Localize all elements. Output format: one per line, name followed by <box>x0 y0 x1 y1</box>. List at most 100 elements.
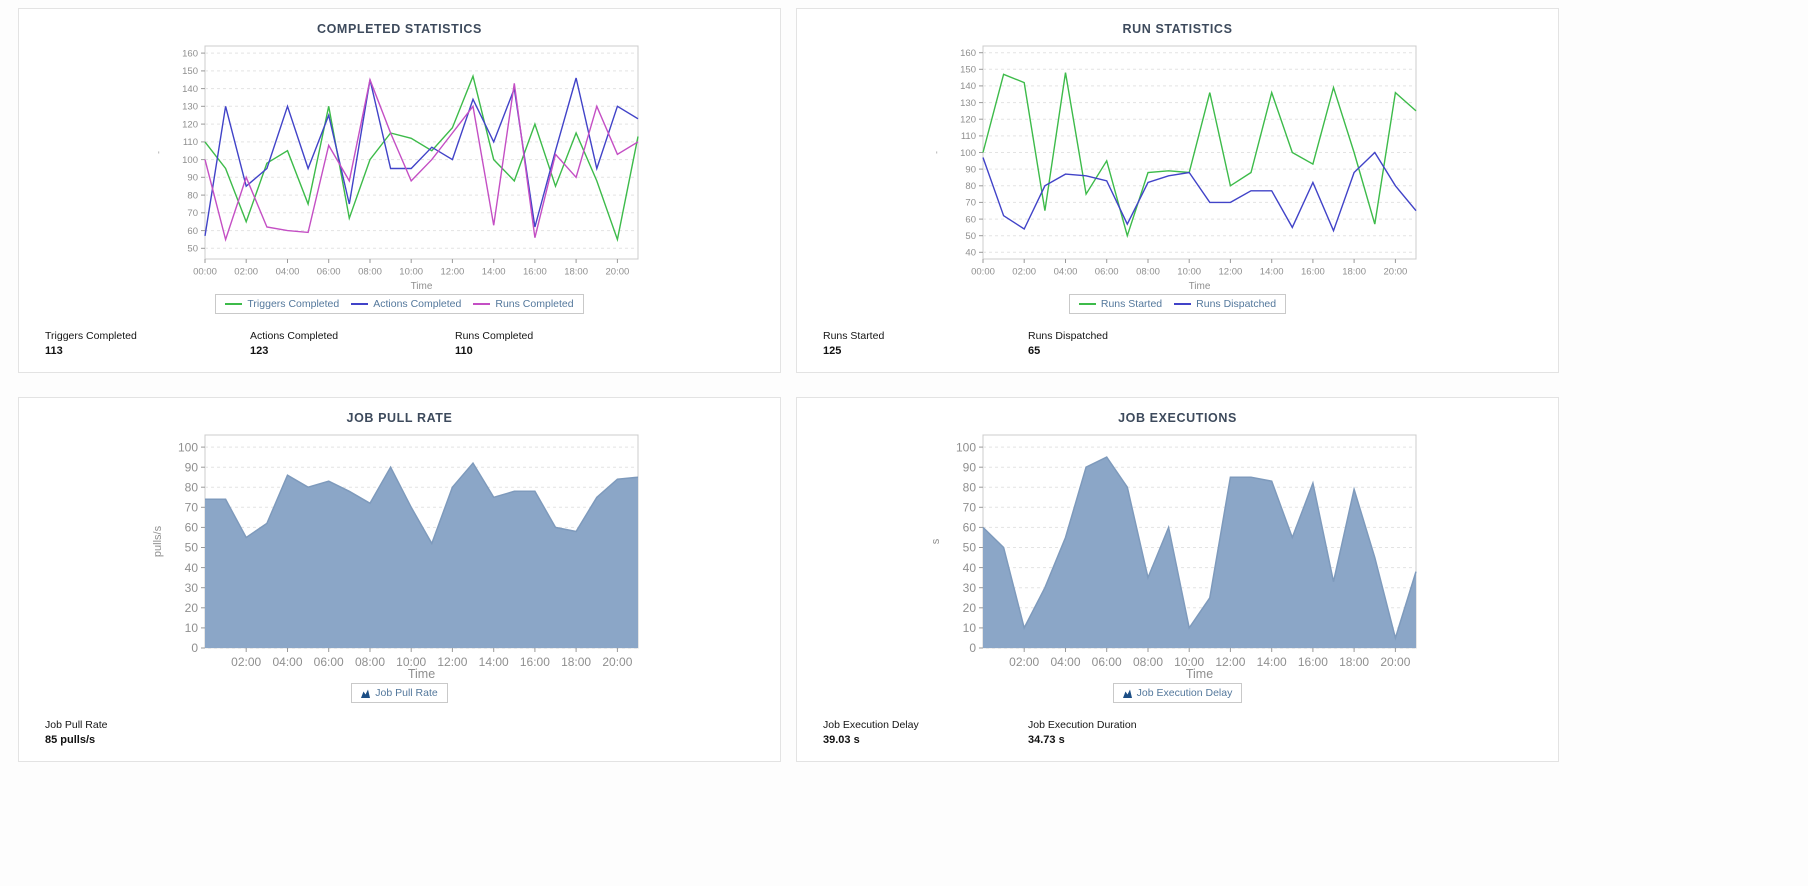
svg-text:50: 50 <box>965 231 976 242</box>
stat-runs-dispatched: Runs Dispatched 65 <box>1028 330 1233 357</box>
line-swatch-icon <box>473 303 491 305</box>
svg-text:16:00: 16:00 <box>523 267 547 278</box>
svg-text:s: s <box>930 538 942 544</box>
svg-text:50: 50 <box>185 541 199 555</box>
panel-job-executions: JOB EXECUTIONS 0 10 20 30 40 50 60 70 80 90 100 02:… <box>796 397 1559 762</box>
svg-text:02:00: 02:00 <box>231 655 261 669</box>
legend-item-runs-completed[interactable]: Runs Completed <box>473 298 574 310</box>
svg-text:20:00: 20:00 <box>1384 267 1408 278</box>
svg-text:150: 150 <box>960 65 976 76</box>
svg-text:08:00: 08:00 <box>358 267 382 278</box>
run-statistics-legend: Runs Started Runs Dispatched <box>1068 294 1287 314</box>
svg-text:-: - <box>153 151 163 154</box>
legend-item-job-execution-delay[interactable]: Job Execution Delay <box>1122 687 1232 699</box>
svg-text:Time: Time <box>1186 667 1213 681</box>
stat-value: 113 <box>45 345 63 357</box>
svg-text:04:00: 04:00 <box>1050 655 1080 669</box>
svg-text:10:00: 10:00 <box>396 655 426 669</box>
svg-text:06:00: 06:00 <box>314 655 344 669</box>
svg-text:14:00: 14:00 <box>482 267 506 278</box>
stat-value: 125 <box>823 345 842 357</box>
legend-item-triggers-completed[interactable]: Triggers Completed <box>225 298 339 310</box>
job-executions-legend: Job Execution Delay <box>1112 683 1243 703</box>
svg-text:Time: Time <box>408 667 435 681</box>
legend-label: Actions Completed <box>373 298 462 310</box>
svg-text:70: 70 <box>185 501 199 515</box>
legend-item-job-pull-rate[interactable]: Job Pull Rate <box>361 687 438 699</box>
stats-row: Runs Started 125 Runs Dispatched 65 <box>797 330 1558 372</box>
svg-text:pulls/s: pulls/s <box>152 525 164 557</box>
svg-text:110: 110 <box>961 131 976 142</box>
svg-text:-: - <box>931 151 941 154</box>
svg-text:02:00: 02:00 <box>1012 267 1036 278</box>
svg-text:12:00: 12:00 <box>1219 267 1243 278</box>
panel-title: RUN STATISTICS <box>1122 22 1233 36</box>
svg-text:60: 60 <box>963 521 977 535</box>
svg-text:150: 150 <box>182 66 198 77</box>
svg-text:08:00: 08:00 <box>1133 655 1163 669</box>
svg-text:20:00: 20:00 <box>1380 655 1410 669</box>
svg-text:30: 30 <box>185 581 199 595</box>
svg-text:02:00: 02:00 <box>234 267 258 278</box>
stat-label: Runs Started <box>823 330 885 342</box>
svg-text:00:00: 00:00 <box>193 267 217 278</box>
svg-text:50: 50 <box>187 244 198 255</box>
stat-job-execution-duration: Job Execution Duration 34.73 s <box>1028 719 1233 746</box>
completed-statistics-legend: Triggers Completed Actions Completed Run… <box>215 294 584 314</box>
svg-text:90: 90 <box>185 460 199 474</box>
stat-value: 123 <box>250 345 269 357</box>
stat-value: 34.73 s <box>1028 734 1065 746</box>
stat-job-execution-delay: Job Execution Delay 39.03 s <box>823 719 1028 746</box>
panel-run-statistics: RUN STATISTICS 40 50 60 70 80 90 100 110 120 130 1… <box>796 8 1559 373</box>
stat-label: Triggers Completed <box>45 330 137 342</box>
job-executions-chart: 0 10 20 30 40 50 60 70 80 90 100 02:00 04:00 06:00 08:… <box>925 429 1430 681</box>
svg-text:00:00: 00:00 <box>971 267 995 278</box>
stat-actions-completed: Actions Completed 123 <box>250 330 455 357</box>
run-statistics-chart: 40 50 60 70 80 90 100 110 120 130 140 150 160 00:00 02… <box>925 40 1430 292</box>
svg-text:06:00: 06:00 <box>1095 267 1119 278</box>
legend-label: Job Pull Rate <box>375 687 438 699</box>
svg-text:70: 70 <box>963 501 977 515</box>
legend-label: Triggers Completed <box>247 298 340 310</box>
svg-text:18:00: 18:00 <box>561 655 591 669</box>
panel-title: JOB EXECUTIONS <box>1118 411 1237 425</box>
legend-item-actions-completed[interactable]: Actions Completed <box>351 298 461 310</box>
svg-text:160: 160 <box>960 48 976 59</box>
stats-row: Triggers Completed 113 Actions Completed… <box>19 330 780 372</box>
svg-text:60: 60 <box>187 226 198 237</box>
legend-item-runs-dispatched[interactable]: Runs Dispatched <box>1174 298 1276 310</box>
svg-text:08:00: 08:00 <box>1136 267 1160 278</box>
job-pull-rate-chart: 0 10 20 30 40 50 60 70 80 90 100 02:00 04:00 06:00 08:… <box>147 429 652 681</box>
stat-value: 85 pulls/s <box>45 734 96 746</box>
svg-text:06:00: 06:00 <box>317 267 341 278</box>
svg-text:Time: Time <box>411 281 433 292</box>
svg-text:30: 30 <box>963 581 977 595</box>
stat-value: 39.03 s <box>823 734 860 746</box>
svg-text:12:00: 12:00 <box>441 267 465 278</box>
legend-label: Runs Started <box>1100 298 1163 310</box>
svg-text:60: 60 <box>965 214 976 225</box>
svg-text:18:00: 18:00 <box>1342 267 1366 278</box>
svg-text:80: 80 <box>965 181 976 192</box>
line-swatch-icon <box>351 303 369 305</box>
svg-text:04:00: 04:00 <box>276 267 300 278</box>
svg-text:60: 60 <box>185 521 199 535</box>
svg-text:20: 20 <box>185 601 199 615</box>
svg-text:40: 40 <box>963 561 977 575</box>
svg-text:18:00: 18:00 <box>564 267 588 278</box>
svg-text:06:00: 06:00 <box>1092 655 1122 669</box>
svg-text:100: 100 <box>956 440 976 454</box>
svg-text:16:00: 16:00 <box>520 655 550 669</box>
legend-item-runs-started[interactable]: Runs Started <box>1078 298 1163 310</box>
svg-text:100: 100 <box>960 148 976 159</box>
area-chart-icon <box>361 689 371 698</box>
svg-text:0: 0 <box>191 641 198 655</box>
line-swatch-icon <box>225 303 243 305</box>
panel-completed-statistics: COMPLETED STATISTICS 50 60 70 80 90 100 110 120… <box>18 8 781 373</box>
svg-text:02:00: 02:00 <box>1009 655 1039 669</box>
stat-label: Runs Completed <box>455 330 534 342</box>
svg-text:08:00: 08:00 <box>355 655 385 669</box>
svg-text:80: 80 <box>185 480 199 494</box>
svg-text:130: 130 <box>182 102 198 113</box>
